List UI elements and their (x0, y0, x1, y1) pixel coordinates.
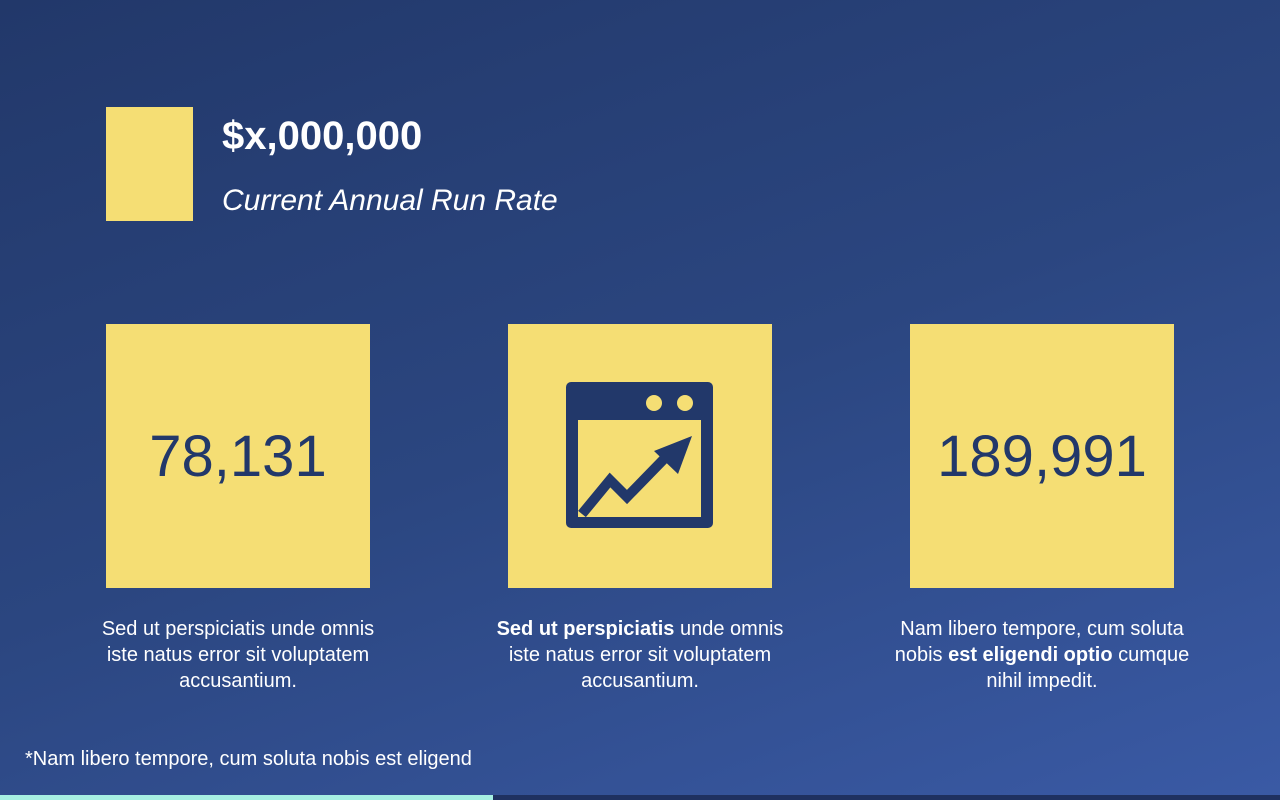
stat-value-3: 189,991 (937, 423, 1147, 489)
stat-card-3: 189,991 (910, 324, 1174, 588)
slide-progress-fill (0, 795, 493, 800)
desc-bold: est eligendi optio (948, 644, 1113, 666)
desc-a: Nam libero tempore, cum soluta nobis (894, 618, 1184, 666)
slide-progress-bar (0, 795, 1280, 800)
stat-description-2: Sed ut perspiciatis unde omnis iste natu… (490, 616, 790, 694)
footnote: *Nam libero tempore, cum soluta nobis es… (25, 748, 472, 770)
desc-bold: Sed ut perspiciatis (496, 618, 675, 640)
desc-rest: unde omnis iste natus error sit voluptat… (508, 618, 784, 692)
run-rate-subtitle: Current Annual Run Rate (222, 184, 558, 217)
run-rate-amount: $x,000,000 (222, 114, 423, 158)
stat-value-1: 78,131 (149, 423, 327, 489)
stat-card-2 (508, 324, 772, 588)
stat-description-1: Sed ut perspiciatis unde omnis iste natu… (101, 618, 375, 692)
stat-card-1: 78,131 (106, 324, 370, 588)
hero-accent-block (106, 107, 193, 221)
desc-b: cumque nihil impedit. (986, 644, 1190, 692)
chart-growth-window-icon (566, 382, 713, 528)
stat-description-3: Nam libero tempore, cum soluta nobis est… (892, 616, 1192, 694)
